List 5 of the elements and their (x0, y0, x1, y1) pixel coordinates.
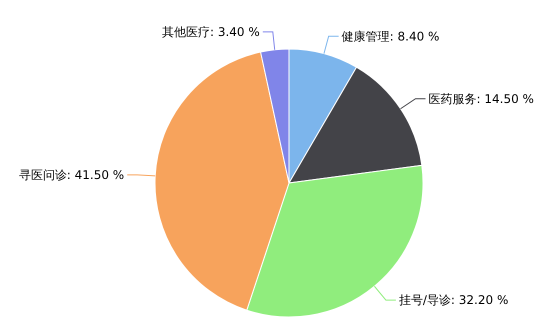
slice-label: 寻医问诊: 41.50 % (18, 168, 124, 182)
slice-label: 医药服务: 14.50 % (428, 92, 534, 106)
slice-label: 健康管理: 8.40 % (342, 29, 440, 44)
slice-label: 其他医疗: 3.40 % (162, 24, 260, 39)
slice-label: 挂号/导诊: 32.20 % (398, 293, 508, 308)
